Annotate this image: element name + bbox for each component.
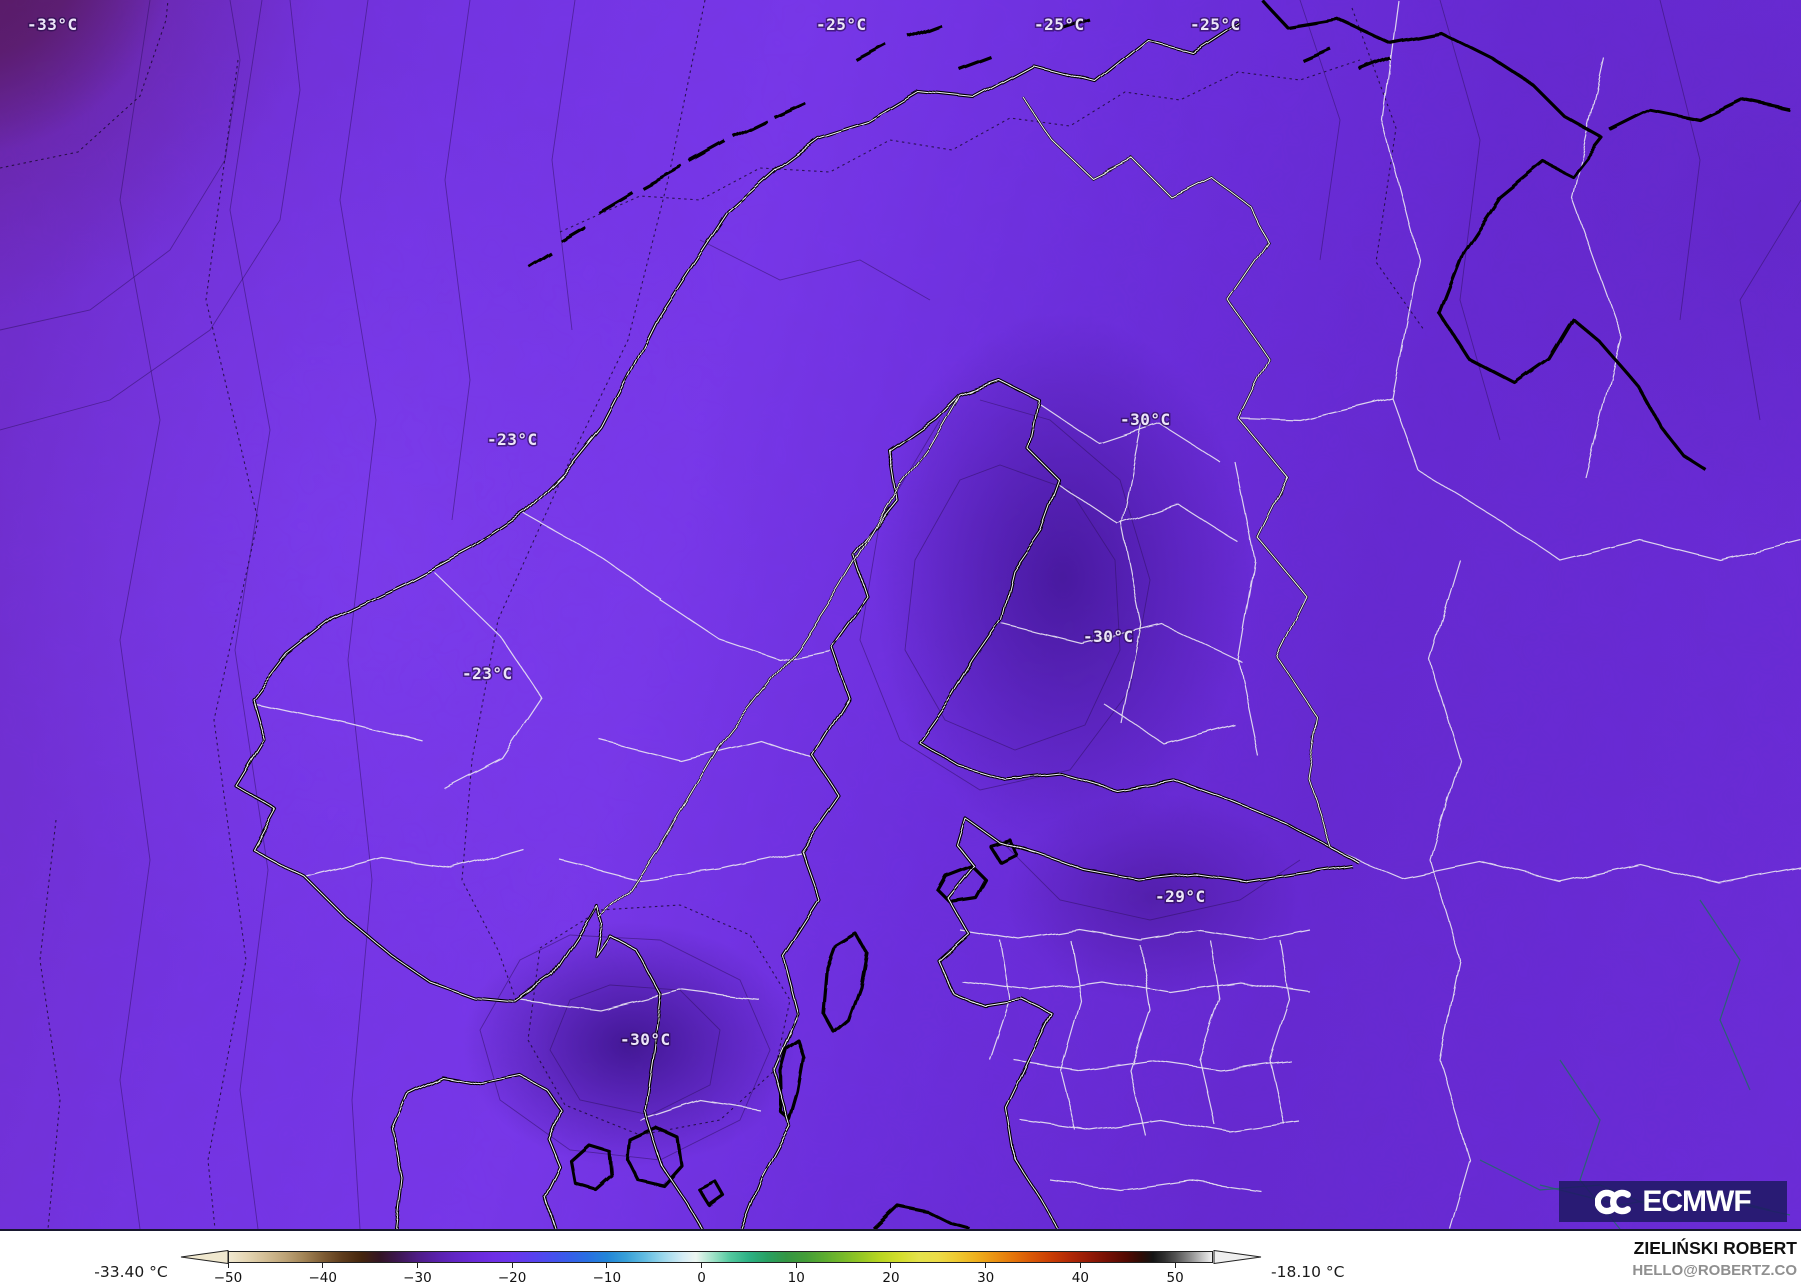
colorbar-tick-label: −30 <box>403 1270 432 1286</box>
contour-label: -25°C <box>1190 15 1241 34</box>
credit-author: ZIELIŃSKI ROBERT <box>1633 1238 1797 1258</box>
contour-label: -29°C <box>1155 887 1206 906</box>
colorbar-tick-mark <box>511 1263 513 1268</box>
colorbar-min-value: -33.40 °C <box>94 1263 168 1281</box>
colorbar-tick-mark <box>606 1263 608 1268</box>
colorbar-right-arrow <box>1213 1250 1262 1264</box>
admin-borders <box>251 0 1801 1229</box>
coastlines <box>234 0 1791 1229</box>
colorbar-tick-mark <box>1079 1263 1081 1268</box>
colorbar-tick-label: −10 <box>592 1270 622 1286</box>
terrain-texture <box>0 0 1801 1229</box>
ecmwf-watermark: ECMWF <box>1559 1181 1787 1222</box>
colorbar-tick-label: −20 <box>497 1270 527 1286</box>
colorbar-tick-mark <box>322 1263 324 1268</box>
credit-block: ZIELIŃSKI ROBERT HELLO@ROBERTZ.CO <box>1632 1237 1797 1281</box>
contour-label: -25°C <box>1034 15 1085 34</box>
colorbar-tick-label: −40 <box>308 1270 337 1286</box>
contour-lines-solid <box>0 0 1801 1229</box>
contour-labels: -33°C -25°C -25°C -25°C -23°C -30°C -30°C -23°C… <box>26 14 1242 1051</box>
colorbar-tick-label: 0 <box>697 1270 706 1286</box>
colorbar-tick-mark <box>227 1263 229 1268</box>
colorbar-tick-label: 10 <box>787 1270 805 1286</box>
contour-label: -30°C <box>1120 410 1171 429</box>
colorbar-tick-label: 30 <box>977 1270 995 1286</box>
temperature-map: -33°C -25°C -25°C -25°C -23°C -30°C -30°C -23°C… <box>0 0 1801 1231</box>
colorbar-tick-mark <box>701 1263 703 1268</box>
colorbar-tick-label: 50 <box>1166 1270 1184 1286</box>
colorbar-footer: -33.40 °C −50 −40 −30 −20 −10 0 10 20 30 40 50 -18… <box>0 1231 1801 1287</box>
contour-label: -30°C <box>620 1030 671 1049</box>
contour-label: -33°C <box>27 15 78 34</box>
contour-label: -23°C <box>487 430 538 449</box>
colorbar-tick-mark <box>890 1263 892 1268</box>
colorbar-tick-label: 40 <box>1071 1270 1089 1286</box>
contour-label: -30°C <box>1083 627 1134 646</box>
colorbar-tick-mark <box>1174 1263 1176 1268</box>
colorbar: −50 −40 −30 −20 −10 0 10 20 30 40 50 <box>180 1250 1262 1287</box>
credit-contact: HELLO@ROBERTZ.CO <box>1632 1261 1797 1279</box>
country-borders <box>598 95 1333 919</box>
colorbar-left-arrow <box>180 1250 229 1264</box>
map-canvas: -33°C -25°C -25°C -25°C -23°C -30°C -30°C -23°C… <box>0 0 1801 1229</box>
colorbar-tick-mark <box>795 1263 797 1268</box>
ecmwf-logo-text: ECMWF <box>1642 1184 1751 1218</box>
contour-lines-dashed <box>0 0 1425 1229</box>
colorbar-tick-mark <box>416 1263 418 1268</box>
colorbar-tick-label: −50 <box>213 1270 243 1286</box>
contour-label: -23°C <box>462 664 513 683</box>
colorbar-gradient <box>228 1251 1213 1263</box>
colorbar-tick-label: 20 <box>882 1270 900 1286</box>
ecmwf-logo-icon <box>1595 1189 1632 1214</box>
colorbar-max-value: -18.10 °C <box>1271 1263 1345 1281</box>
contour-label: -25°C <box>816 15 867 34</box>
colorbar-tick-mark <box>985 1263 987 1268</box>
